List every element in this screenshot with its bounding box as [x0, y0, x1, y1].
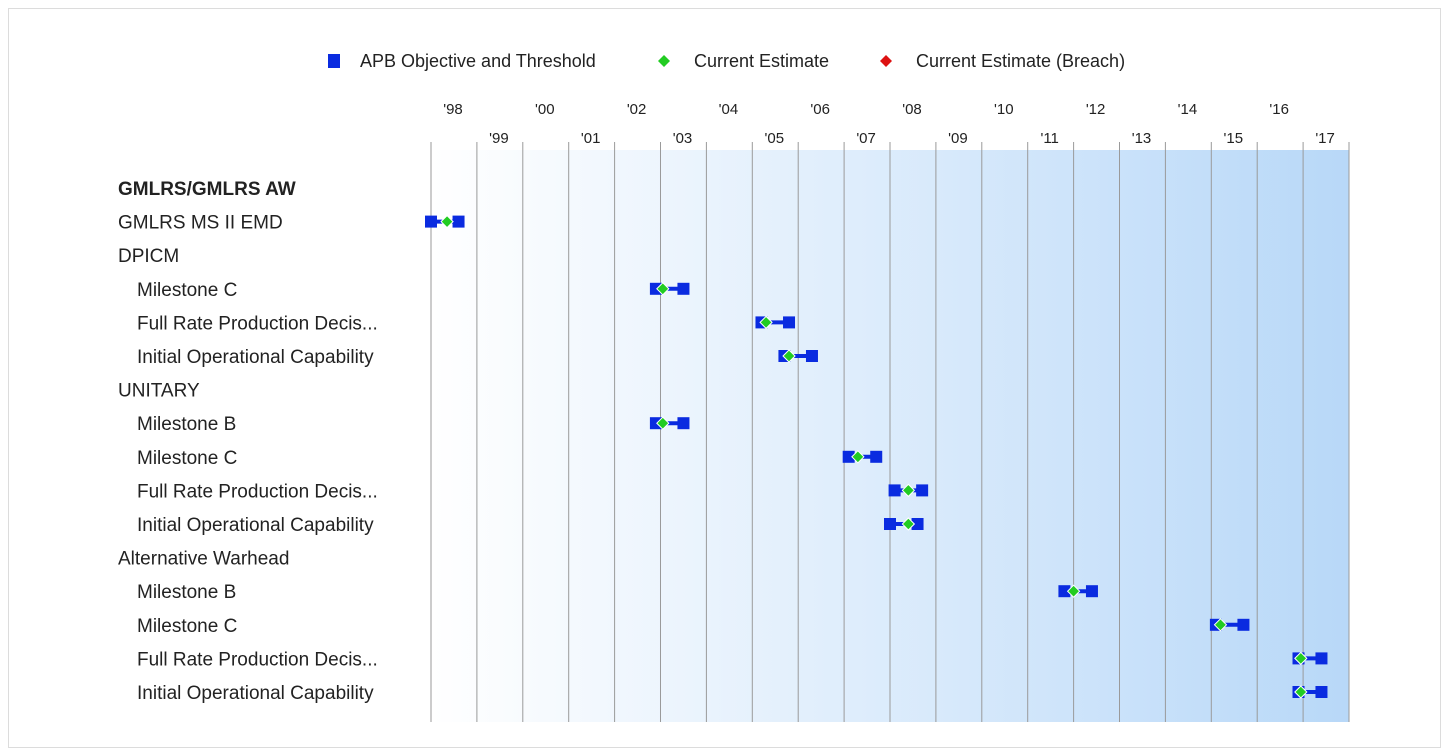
threshold-marker — [677, 282, 690, 295]
threshold-marker — [452, 215, 465, 228]
current-estimate-marker — [1213, 618, 1228, 632]
legend-label: APB Objective and Threshold — [360, 51, 596, 71]
x-tick-label: '17 — [1315, 130, 1335, 147]
objective-marker — [884, 518, 896, 530]
row-label: UNITARY — [118, 381, 200, 402]
current-estimate-marker — [782, 349, 796, 363]
group-heading: GMLRS/GMLRS AW — [118, 179, 296, 200]
row-label: Milestone C — [137, 448, 237, 469]
threshold-marker — [783, 316, 796, 329]
x-tick-label: '11 — [1040, 130, 1058, 147]
row-label: Initial Operational Capability — [137, 683, 374, 704]
threshold-marker — [870, 450, 883, 463]
x-tick-label: '15 — [1224, 130, 1244, 147]
x-tick-label: '02 — [627, 101, 647, 118]
x-tick-label: '12 — [1086, 101, 1106, 118]
threshold-marker — [1085, 585, 1098, 598]
x-tick-label: '99 — [489, 130, 509, 147]
current-estimate-marker — [901, 517, 916, 531]
x-tick-label: '08 — [902, 101, 922, 118]
row-label: DPICM — [118, 246, 179, 267]
row-label: GMLRS MS II EMD — [118, 213, 283, 234]
current-estimate-marker — [1294, 651, 1308, 666]
threshold-marker — [911, 518, 924, 530]
objective-marker — [425, 215, 437, 228]
x-tick-label: '09 — [948, 130, 968, 147]
objective-marker — [842, 450, 855, 463]
current-estimate-marker — [440, 214, 454, 229]
x-tick-label: '00 — [535, 101, 555, 118]
current-estimate-marker — [656, 416, 670, 430]
row-label: Full Rate Production Decis... — [137, 481, 378, 502]
row-label: Full Rate Production Decis... — [137, 313, 378, 334]
x-tick-label: '05 — [765, 130, 785, 147]
row-label: Full Rate Production Decis... — [137, 649, 378, 670]
legend-swatch-diamond — [880, 55, 892, 67]
threshold-marker — [916, 484, 929, 497]
x-tick-label: '98 — [443, 101, 463, 118]
current-estimate-marker — [1066, 584, 1081, 598]
x-tick-label: '14 — [1178, 101, 1198, 118]
objective-marker — [649, 282, 662, 295]
row-label: Milestone C — [137, 280, 237, 301]
x-tick-label: '03 — [673, 130, 693, 147]
row-label: Milestone B — [137, 414, 236, 435]
row-label: Alternative Warhead — [118, 549, 289, 570]
current-estimate-marker — [656, 282, 670, 296]
current-estimate-marker — [1294, 685, 1308, 699]
x-tick-label: '13 — [1132, 130, 1152, 147]
row-label: Milestone C — [137, 616, 237, 637]
threshold-marker — [677, 417, 690, 430]
legend-swatch-square — [328, 54, 340, 68]
threshold-marker — [805, 350, 818, 362]
threshold-marker — [1315, 686, 1328, 698]
x-tick-label: '07 — [856, 130, 876, 147]
row-label: Initial Operational Capability — [137, 515, 374, 536]
threshold-marker — [1315, 652, 1328, 665]
row-label: Milestone B — [137, 582, 236, 603]
x-tick-label: '04 — [719, 101, 739, 118]
legend-label: Current Estimate — [694, 51, 829, 71]
x-tick-label: '16 — [1269, 101, 1289, 118]
row-label: Initial Operational Capability — [137, 347, 374, 368]
objective-marker — [1058, 585, 1071, 598]
threshold-marker — [1237, 618, 1250, 631]
legend-label: Current Estimate (Breach) — [916, 51, 1125, 71]
current-estimate-marker — [851, 450, 865, 464]
x-tick-label: '06 — [810, 101, 830, 118]
objective-marker — [888, 484, 901, 497]
x-tick-label: '01 — [581, 130, 601, 147]
objective-marker — [649, 417, 662, 430]
x-tick-label: '10 — [994, 101, 1014, 118]
current-estimate-marker — [759, 315, 773, 330]
current-estimate-marker — [901, 483, 916, 498]
legend-swatch-diamond — [658, 55, 670, 67]
